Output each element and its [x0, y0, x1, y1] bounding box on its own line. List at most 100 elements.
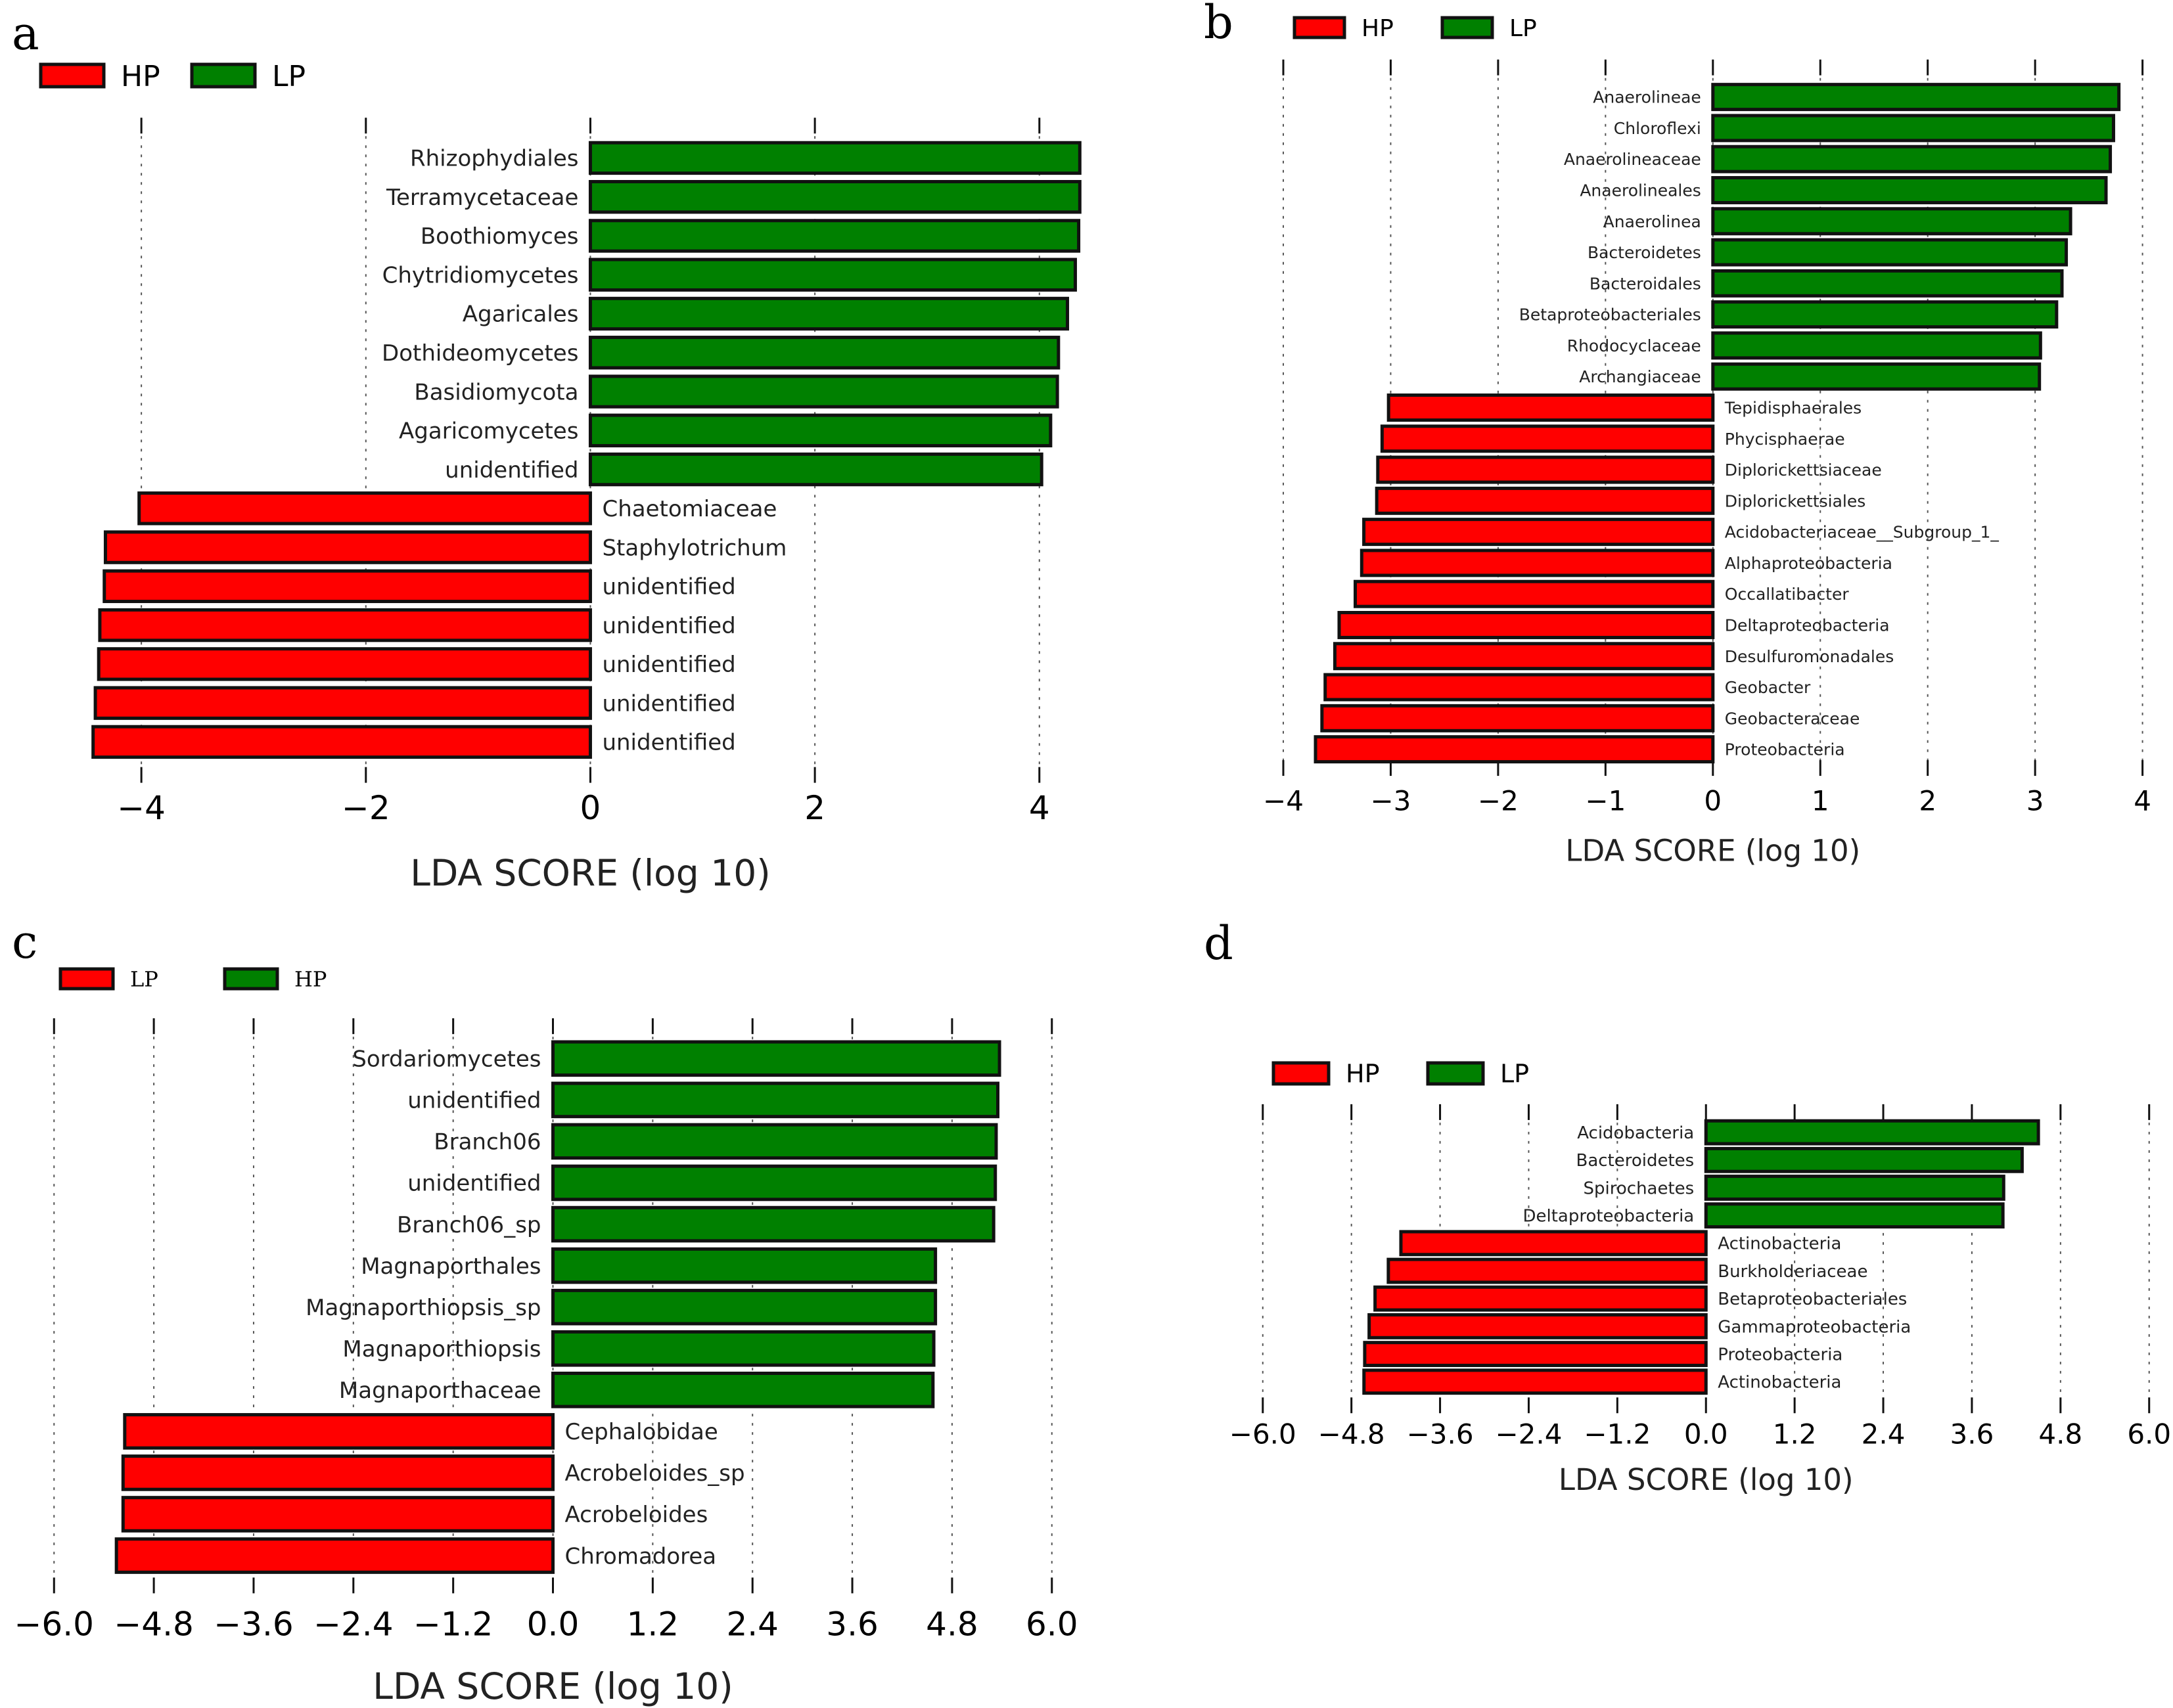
bar-label: Magnaporthales [361, 1253, 541, 1280]
bar-label: Burkholderiaceae [1718, 1262, 1867, 1282]
panel-d: d HP LP −6.0 −4.8 −3.6 −2.4 −1.2 0.0 1.2 2.4 3.6 4.8… [1204, 916, 2171, 1497]
x-tick-label: −2 [1478, 785, 1519, 817]
legend-swatch-lp [1440, 16, 1494, 39]
x-tick-label: −1 [1585, 785, 1626, 817]
x-tick-label: 3.6 [826, 1605, 879, 1643]
bar [588, 179, 1082, 214]
bar [551, 1040, 1001, 1077]
bar [1362, 1368, 1708, 1395]
panel-letter: d [1204, 916, 1233, 970]
bar [121, 1496, 555, 1533]
bar [123, 1413, 555, 1450]
panel-b: b HP LP −4 −3 −2 −1 0 1 2 3 4 Anaerolineae Chloroflex… [1204, 0, 2151, 868]
x-tick-label: 0.0 [1684, 1418, 1728, 1450]
bar [1320, 704, 1715, 732]
bar [1399, 1230, 1708, 1257]
bar-label: Acidobacteria [1577, 1123, 1694, 1143]
bar [97, 647, 592, 681]
x-tick-label: −3 [1370, 785, 1411, 817]
bar [551, 1371, 935, 1408]
x-tick-label: −4.8 [114, 1605, 193, 1643]
bar [1711, 238, 2069, 267]
bar [588, 219, 1081, 253]
x-tick-label: −3.6 [214, 1605, 293, 1643]
bar [98, 608, 592, 642]
bar-label: Actinobacteria [1718, 1234, 1841, 1254]
x-axis-title: LDA SCORE (log 10) [1565, 834, 1860, 868]
bar-label: Sordariomycetes [352, 1046, 541, 1073]
bar [551, 1081, 1000, 1119]
bar-label: Diplorickettsiaceae [1725, 461, 1882, 480]
bar-label: Deltaproteobacteria [1725, 616, 1890, 635]
bar-label: Bacteroidetes [1576, 1151, 1694, 1171]
bar [1363, 1341, 1708, 1367]
bar-label: unidentified [602, 613, 735, 639]
bar [103, 569, 592, 604]
bar-label: Archangiaceae [1579, 367, 1701, 386]
x-tick-label: −2.4 [1495, 1418, 1562, 1450]
x-tick-label: 1.2 [627, 1605, 679, 1643]
bar [1704, 1119, 2040, 1146]
bar [1367, 1313, 1708, 1339]
bar [1711, 83, 2121, 112]
bar [1376, 455, 1715, 484]
bar-label: Basidiomycota [414, 379, 578, 405]
legend-label-lp: LP [1500, 1060, 1529, 1089]
bar-label: unidentified [407, 1088, 541, 1114]
bar [1711, 207, 2072, 236]
bar-label: Branch06_sp [397, 1212, 541, 1238]
bar-label: Diplorickettsiales [1725, 491, 1866, 510]
bar [1711, 114, 2115, 143]
bar [551, 1288, 938, 1326]
bar-label: Proteobacteria [1718, 1345, 1842, 1364]
bar [588, 258, 1077, 292]
bar [1386, 1257, 1708, 1284]
legend-swatch-hp [1271, 1061, 1331, 1086]
bar [1704, 1202, 2005, 1229]
legend-swatch-lp [190, 62, 257, 89]
panel-c: c LP HP −6.0 −4.8 −3.6 −2.4 −1.2 0.0 1.2 2.4 3.6 4.8… [12, 915, 1078, 1707]
x-tick-label: −2.4 [313, 1605, 393, 1643]
legend-swatch-hp [1292, 16, 1346, 39]
bar-label: Rhizophydiales [410, 146, 578, 172]
bar [588, 413, 1053, 447]
bar [1323, 673, 1715, 702]
bar [1373, 1285, 1708, 1312]
legend-label-lp: LP [1509, 15, 1537, 42]
bar [91, 725, 592, 759]
x-tick-label: 2 [804, 789, 825, 827]
legend-label-hp: HP [121, 60, 160, 93]
bar-label: Rhodocyclaceae [1567, 336, 1701, 355]
bar-label: Chytridiomycetes [382, 262, 579, 288]
bar [551, 1330, 936, 1367]
bar [121, 1454, 555, 1491]
bar [1333, 642, 1715, 671]
bar-label: unidentified [602, 574, 735, 600]
bar-label: Dothideomycetes [382, 340, 578, 367]
bar-label: Phycisphaerae [1725, 430, 1845, 449]
x-tick-label: −6.0 [1229, 1418, 1296, 1450]
legend-label-hp: HP [1361, 15, 1394, 42]
bar [588, 296, 1070, 331]
bar-label: unidentified [602, 730, 735, 756]
bar [1337, 610, 1715, 639]
bar-label: unidentified [445, 457, 578, 483]
x-axis-title: LDA SCORE (log 10) [373, 1665, 733, 1707]
x-axis-title: LDA SCORE (log 10) [1559, 1462, 1854, 1497]
bar-label: Agaricomycetes [399, 418, 578, 445]
x-tick-label: −4.8 [1318, 1418, 1385, 1450]
bar [588, 141, 1082, 175]
bar [551, 1205, 995, 1243]
bar-label: unidentified [407, 1171, 541, 1197]
x-tick-label: 6.0 [2127, 1418, 2171, 1450]
bar [1362, 518, 1715, 547]
legend-swatch-hp [39, 62, 106, 89]
bar [1711, 300, 2059, 329]
bar-label: Terramycetaceae [386, 185, 579, 211]
bar-label: Desulfuromonadales [1725, 647, 1894, 666]
x-tick-label: 4.8 [2038, 1418, 2082, 1450]
bar [551, 1123, 998, 1160]
legend-label-hp: HP [1346, 1060, 1380, 1089]
panel-a: a HP LP −4 −2 0 2 4 Rhizophydiales Terramycetacea… [12, 7, 1082, 894]
